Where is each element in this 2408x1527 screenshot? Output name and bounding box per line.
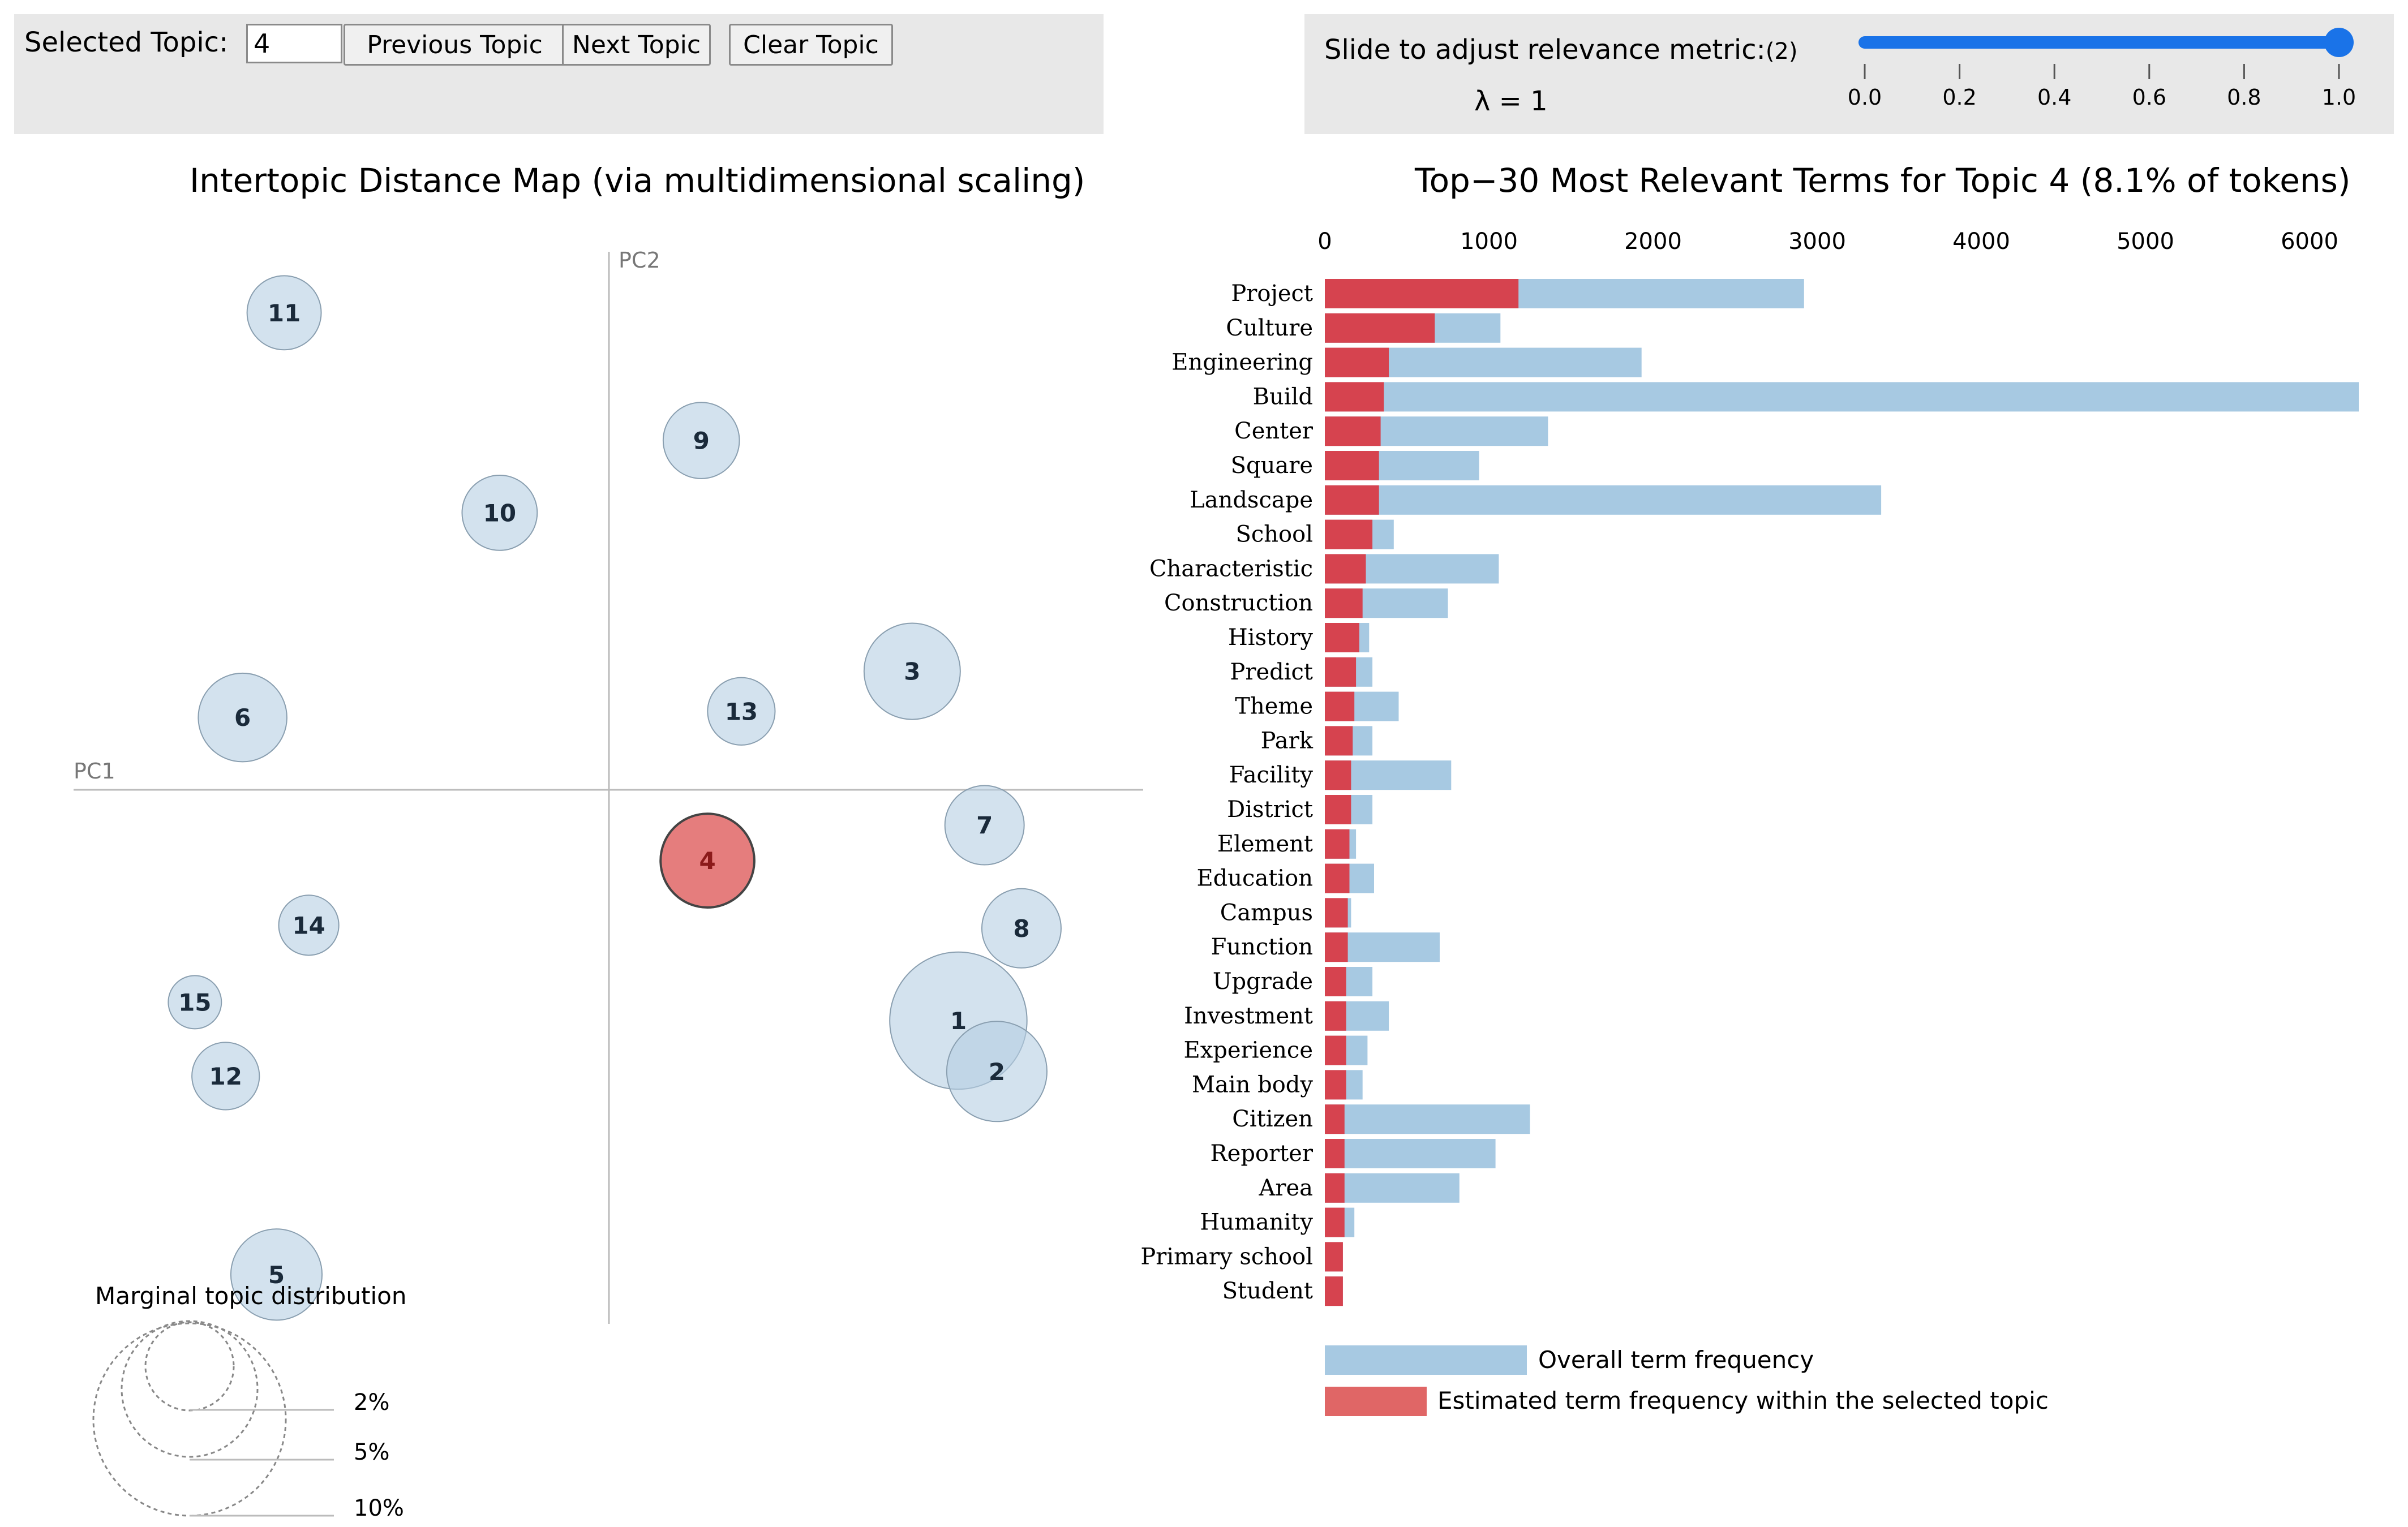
term-label-10[interactable]: History xyxy=(1228,625,1313,651)
term-label-3[interactable]: Build xyxy=(1253,384,1313,410)
slider-thumb[interactable] xyxy=(2324,28,2354,57)
topic-bar-16[interactable] xyxy=(1325,829,1350,859)
legend-swatch-overall xyxy=(1325,1345,1527,1375)
slider-tick-label-0: 0.0 xyxy=(1848,85,1882,110)
topic-bar-2[interactable] xyxy=(1325,348,1389,377)
topic-bar-7[interactable] xyxy=(1325,520,1372,549)
topic-bar-21[interactable] xyxy=(1325,1001,1346,1031)
term-label-5[interactable]: Square xyxy=(1231,453,1313,479)
relevance-slider[interactable]: 0.0 0.2 0.4 0.6 0.8 1.0 xyxy=(1848,28,2356,110)
term-label-27[interactable]: Humanity xyxy=(1200,1210,1313,1236)
topic-bar-22[interactable] xyxy=(1325,1036,1346,1065)
slider-tick-label-4: 0.8 xyxy=(2227,85,2261,110)
slider-tick-label-2: 0.4 xyxy=(2037,85,2071,110)
legend-overall-label: Overall term frequency xyxy=(1538,1346,1814,1374)
overall-bar-26[interactable] xyxy=(1325,1173,1460,1203)
topic-bar-20[interactable] xyxy=(1325,967,1346,996)
term-label-29[interactable]: Student xyxy=(1222,1278,1313,1304)
slider-tick-label-3: 0.6 xyxy=(2132,85,2166,110)
x-tick-label-5: 5000 xyxy=(2117,229,2174,255)
term-label-19[interactable]: Function xyxy=(1211,934,1313,960)
topic-bar-11[interactable] xyxy=(1325,657,1356,687)
topic-bar-5[interactable] xyxy=(1325,451,1379,480)
term-label-7[interactable]: School xyxy=(1235,522,1313,548)
topic-bar-12[interactable] xyxy=(1325,692,1354,721)
term-label-16[interactable]: Element xyxy=(1217,831,1313,857)
x-tick-label-4: 4000 xyxy=(1952,229,2010,255)
term-label-4[interactable]: Center xyxy=(1234,418,1314,444)
topic-bar-23[interactable] xyxy=(1325,1070,1346,1099)
term-label-8[interactable]: Characteristic xyxy=(1149,556,1313,582)
term-label-17[interactable]: Education xyxy=(1196,866,1313,892)
topic-bar-17[interactable] xyxy=(1325,864,1350,893)
term-label-13[interactable]: Park xyxy=(1261,728,1314,754)
topic-bar-13[interactable] xyxy=(1325,726,1353,755)
x-tick-label-0: 0 xyxy=(1317,229,1332,255)
overall-bar-6[interactable] xyxy=(1325,485,1881,515)
overall-bar-3[interactable] xyxy=(1325,382,2359,411)
term-label-15[interactable]: District xyxy=(1227,797,1313,823)
topic-bar-4[interactable] xyxy=(1325,416,1381,446)
term-label-22[interactable]: Experience xyxy=(1184,1038,1313,1064)
overall-bar-24[interactable] xyxy=(1325,1104,1530,1134)
term-label-28[interactable]: Primary school xyxy=(1140,1244,1313,1270)
term-label-9[interactable]: Construction xyxy=(1164,590,1313,616)
topic-bar-8[interactable] xyxy=(1325,554,1366,583)
term-label-23[interactable]: Main body xyxy=(1192,1072,1313,1098)
term-label-14[interactable]: Facility xyxy=(1229,762,1314,788)
term-label-18[interactable]: Campus xyxy=(1220,900,1313,926)
topic-bar-6[interactable] xyxy=(1325,485,1379,515)
term-label-20[interactable]: Upgrade xyxy=(1213,969,1313,995)
topic-bar-10[interactable] xyxy=(1325,623,1359,652)
x-tick-label-3: 3000 xyxy=(1788,229,1846,255)
term-label-11[interactable]: Predict xyxy=(1230,659,1313,685)
topic-bar-3[interactable] xyxy=(1325,382,1384,411)
topic-bar-18[interactable] xyxy=(1325,898,1348,927)
topic-bar-0[interactable] xyxy=(1325,279,1518,308)
term-label-21[interactable]: Investment xyxy=(1184,1003,1313,1029)
topic-bar-26[interactable] xyxy=(1325,1173,1345,1203)
term-label-1[interactable]: Culture xyxy=(1226,315,1313,341)
legend-estimated-label: Estimated term frequency within the sele… xyxy=(1437,1387,2049,1414)
term-label-6[interactable]: Landscape xyxy=(1190,487,1313,513)
term-label-0[interactable]: Project xyxy=(1231,281,1313,307)
term-label-12[interactable]: Theme xyxy=(1235,694,1313,720)
slider-tick-label-1: 0.2 xyxy=(1942,85,1976,110)
topic-bar-25[interactable] xyxy=(1325,1139,1345,1168)
topic-bar-28[interactable] xyxy=(1325,1242,1343,1271)
topic-bar-15[interactable] xyxy=(1325,795,1351,824)
term-label-24[interactable]: Citizen xyxy=(1232,1106,1313,1132)
term-bar-chart: 0.0 0.2 0.4 0.6 0.8 1.0 0 1000 2000 3000 4000 5000… xyxy=(0,0,2408,1527)
topic-bar-1[interactable] xyxy=(1325,313,1435,343)
term-label-2[interactable]: Engineering xyxy=(1171,350,1313,376)
term-label-26[interactable]: Area xyxy=(1258,1175,1313,1201)
topic-bar-19[interactable] xyxy=(1325,932,1348,962)
legend-swatch-estimated xyxy=(1325,1387,1427,1416)
overall-bar-25[interactable] xyxy=(1325,1139,1496,1168)
term-label-25[interactable]: Reporter xyxy=(1211,1141,1314,1167)
topic-bar-27[interactable] xyxy=(1325,1208,1345,1237)
x-tick-label-1: 1000 xyxy=(1460,229,1518,255)
slider-tick-label-5: 1.0 xyxy=(2322,85,2356,110)
topic-bar-29[interactable] xyxy=(1325,1276,1343,1306)
topic-bar-24[interactable] xyxy=(1325,1104,1345,1134)
topic-bar-14[interactable] xyxy=(1325,760,1351,790)
x-tick-label-6: 6000 xyxy=(2281,229,2338,255)
topic-bar-9[interactable] xyxy=(1325,588,1363,618)
x-tick-label-2: 2000 xyxy=(1624,229,1682,255)
